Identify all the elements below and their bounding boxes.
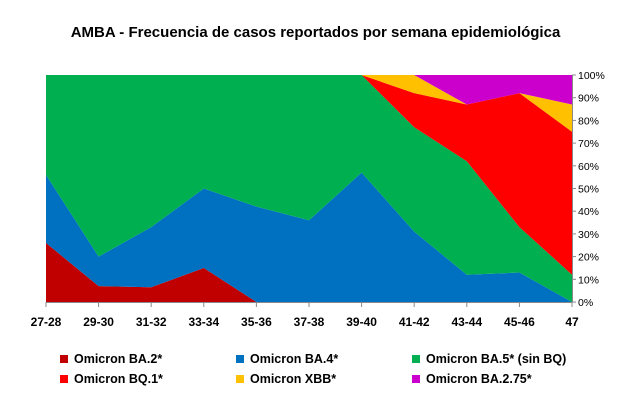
legend-swatch: [60, 375, 68, 383]
series-area-omicron-ba-5-sin-bq: [46, 75, 572, 302]
x-tick-label: 47: [565, 315, 579, 329]
x-tick-label: 35-36: [241, 315, 272, 329]
y-tick-label: 70%: [578, 138, 599, 150]
series-area-omicron-ba-2: [46, 242, 572, 302]
y-tick-label: 90%: [578, 93, 599, 105]
legend-label: Omicron BA.5* (sin BQ): [426, 352, 567, 366]
legend-item: Omicron BA.5* (sin BQ): [412, 352, 566, 366]
x-tick-label: 27-28: [31, 315, 62, 329]
x-tick-label: 29-30: [83, 315, 114, 329]
x-tick-label: 39-40: [346, 315, 377, 329]
y-tick-label: 80%: [578, 115, 599, 127]
y-tick-label: 100%: [578, 70, 605, 82]
x-tick-label: 37-38: [294, 315, 325, 329]
legend-label: Omicron BA.2*: [74, 352, 163, 366]
series-area-omicron-ba-2-75: [46, 75, 572, 105]
legend-item: Omicron BA.2*: [60, 352, 162, 366]
y-tick-label: 30%: [578, 229, 599, 241]
x-tick-label: 41-42: [399, 315, 430, 329]
y-tick-label: 60%: [578, 161, 599, 173]
y-tick-label: 0%: [578, 297, 593, 309]
legend-swatch: [412, 375, 420, 383]
legend-swatch: [412, 355, 420, 363]
x-tick-label: 31-32: [136, 315, 167, 329]
chart-title: AMBA - Frecuencia de casos reportados po…: [70, 24, 561, 41]
x-tick-label: 43-44: [451, 315, 482, 329]
legend-label: Omicron XBB*: [250, 372, 337, 386]
legend-swatch: [236, 355, 244, 363]
legend-swatch: [60, 355, 68, 363]
legend-label: Omicron BQ.1*: [74, 372, 163, 386]
legend-item: Omicron XBB*: [236, 372, 336, 386]
y-tick-label: 10%: [578, 274, 599, 286]
series-area-omicron-bq-1: [46, 75, 572, 275]
x-tick-label: 33-34: [188, 315, 219, 329]
y-tick-label: 40%: [578, 206, 599, 218]
x-tick-label: 45-46: [504, 315, 535, 329]
legend-label: Omicron BA.2.75*: [426, 372, 532, 386]
legend-item: Omicron BA.2.75*: [412, 372, 532, 386]
legend-swatch: [236, 375, 244, 383]
legend-label: Omicron BA.4*: [250, 352, 339, 366]
legend-item: Omicron BA.4*: [236, 352, 338, 366]
legend-item: Omicron BQ.1*: [60, 372, 163, 386]
y-tick-label: 20%: [578, 252, 599, 264]
series-area-omicron-ba-4: [46, 172, 572, 302]
y-tick-label: 50%: [578, 184, 599, 196]
